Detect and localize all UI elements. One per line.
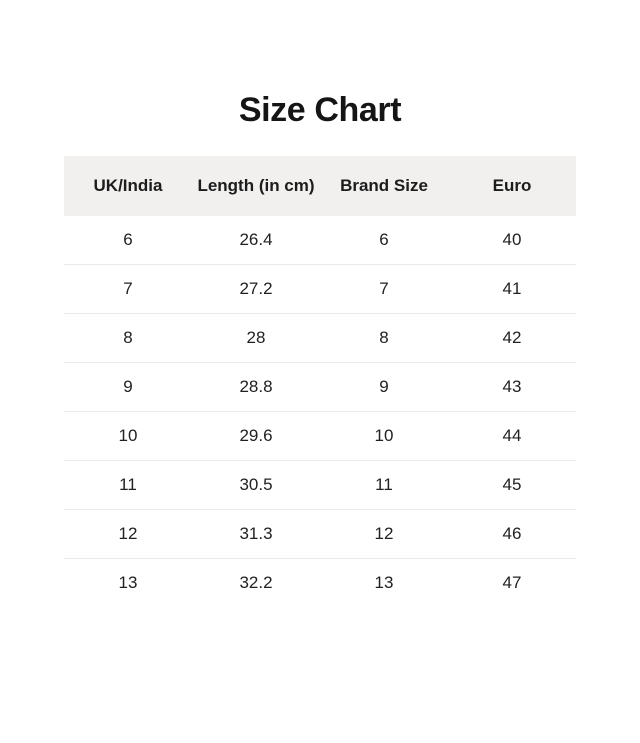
cell-euro: 41 bbox=[502, 279, 522, 299]
cell-uk-india: 7 bbox=[123, 279, 133, 299]
column-header-brand-size: Brand Size bbox=[340, 176, 428, 196]
cell-length-cm: 29.6 bbox=[239, 426, 273, 446]
cell-euro: 47 bbox=[502, 573, 522, 593]
cell-euro: 42 bbox=[502, 328, 522, 348]
size-chart-table: UK/India Length (in cm) Brand Size Euro … bbox=[64, 156, 576, 607]
column-header-length-cm: Length (in cm) bbox=[197, 176, 315, 196]
size-chart-page: Size Chart UK/India Length (in cm) Brand… bbox=[64, 91, 576, 607]
table-header-row: UK/India Length (in cm) Brand Size Euro bbox=[64, 156, 576, 217]
table-row: 7 27.2 7 41 bbox=[64, 265, 576, 315]
cell-uk-india: 9 bbox=[123, 377, 133, 397]
table-row: 10 29.6 10 44 bbox=[64, 412, 576, 462]
column-header-uk-india: UK/India bbox=[93, 176, 163, 196]
table-row: 11 30.5 11 45 bbox=[64, 461, 576, 511]
cell-brand-size: 9 bbox=[379, 377, 389, 397]
cell-euro: 43 bbox=[502, 377, 522, 397]
cell-brand-size: 12 bbox=[374, 524, 394, 544]
cell-uk-india: 11 bbox=[119, 475, 137, 495]
table-row: 12 31.3 12 46 bbox=[64, 510, 576, 560]
cell-length-cm: 26.4 bbox=[239, 230, 273, 250]
table-row: 9 28.8 9 43 bbox=[64, 363, 576, 413]
cell-length-cm: 28.8 bbox=[239, 377, 273, 397]
table-row: 13 32.2 13 47 bbox=[64, 559, 576, 607]
cell-length-cm: 27.2 bbox=[239, 279, 273, 299]
cell-euro: 46 bbox=[502, 524, 522, 544]
table-row: 6 26.4 6 40 bbox=[64, 216, 576, 266]
cell-euro: 40 bbox=[502, 230, 522, 250]
cell-length-cm: 31.3 bbox=[239, 524, 273, 544]
column-header-euro: Euro bbox=[492, 176, 532, 196]
cell-brand-size: 11 bbox=[375, 475, 393, 495]
cell-length-cm: 28 bbox=[246, 328, 266, 348]
cell-brand-size: 10 bbox=[374, 426, 394, 446]
cell-length-cm: 30.5 bbox=[239, 475, 273, 495]
cell-uk-india: 10 bbox=[118, 426, 138, 446]
cell-brand-size: 13 bbox=[374, 573, 394, 593]
cell-euro: 45 bbox=[502, 475, 522, 495]
cell-brand-size: 7 bbox=[379, 279, 389, 299]
cell-euro: 44 bbox=[502, 426, 522, 446]
page-title: Size Chart bbox=[238, 91, 402, 129]
cell-uk-india: 13 bbox=[118, 573, 138, 593]
cell-uk-india: 6 bbox=[123, 230, 133, 250]
table-row: 8 28 8 42 bbox=[64, 314, 576, 364]
cell-brand-size: 8 bbox=[379, 328, 389, 348]
cell-uk-india: 12 bbox=[118, 524, 138, 544]
cell-length-cm: 32.2 bbox=[239, 573, 273, 593]
cell-brand-size: 6 bbox=[379, 230, 389, 250]
cell-uk-india: 8 bbox=[123, 328, 133, 348]
